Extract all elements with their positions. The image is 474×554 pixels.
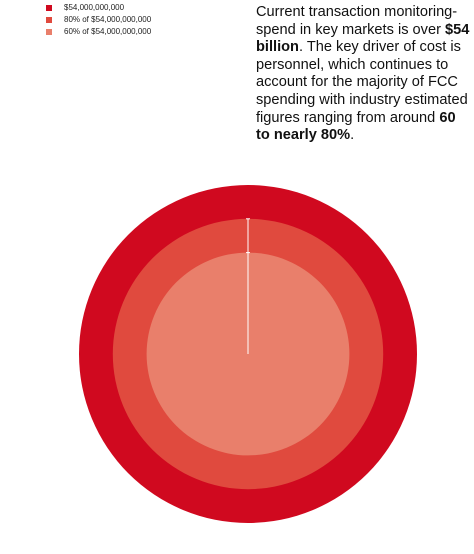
annotation-text: . bbox=[350, 127, 355, 144]
annotation-text: $54 billion bbox=[256, 21, 470, 56]
legend-label: 80% of $54,000,000,000 bbox=[64, 15, 152, 24]
annotation-text: 60 to nearly 80% bbox=[256, 109, 456, 144]
annotation: Current transaction monitoring-spend in … bbox=[256, 4, 472, 145]
legend-swatch bbox=[46, 5, 52, 11]
annotation-text: Current transaction monitoring-spend in … bbox=[256, 4, 458, 38]
legend-swatch bbox=[46, 29, 52, 35]
legend-label: $54,000,000,000 bbox=[64, 3, 125, 12]
legend-label: 60% of $54,000,000,000 bbox=[64, 27, 152, 36]
annotation-text: . The key driver of cost is personnel, w… bbox=[256, 39, 468, 126]
legend-swatch bbox=[46, 17, 52, 23]
